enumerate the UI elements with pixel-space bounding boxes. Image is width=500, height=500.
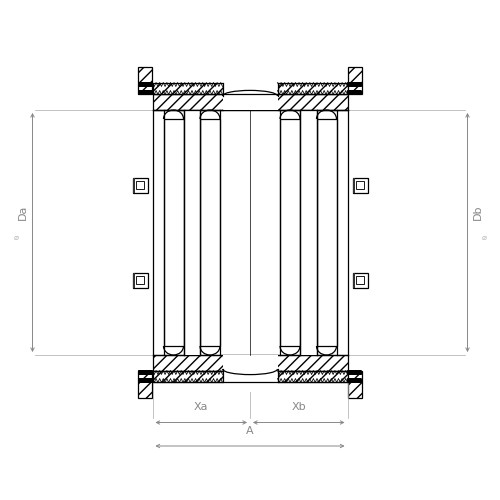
Bar (164, 119, 184, 346)
Bar (152, 83, 222, 94)
Bar (278, 371, 347, 382)
Bar (352, 272, 368, 287)
Bar (132, 178, 148, 192)
Bar (356, 276, 364, 284)
Bar (132, 178, 135, 192)
Bar (348, 67, 362, 94)
Bar (356, 181, 364, 189)
Bar (222, 73, 278, 110)
Bar (152, 94, 348, 110)
Bar (136, 276, 144, 284)
Bar (250, 110, 280, 355)
Bar (138, 67, 152, 94)
Text: Xa: Xa (194, 402, 208, 411)
Bar (348, 371, 362, 398)
Text: Da: Da (18, 205, 28, 220)
Bar (278, 83, 347, 94)
Bar (300, 110, 316, 355)
Bar (136, 181, 144, 189)
Bar (152, 110, 348, 355)
Text: A: A (246, 426, 254, 436)
Text: Xb: Xb (292, 402, 306, 411)
Bar (138, 371, 152, 398)
Bar (352, 272, 355, 287)
Bar (336, 110, 347, 355)
Bar (352, 178, 355, 192)
Bar (152, 371, 222, 382)
Bar (220, 110, 250, 355)
Bar (152, 110, 164, 355)
Bar (200, 119, 220, 346)
Bar (316, 119, 336, 346)
Bar (184, 110, 200, 355)
Bar (280, 119, 300, 346)
Bar (132, 272, 148, 287)
Bar (352, 178, 368, 192)
Text: ⌀: ⌀ (482, 233, 486, 242)
Bar (152, 355, 348, 371)
Bar (222, 355, 278, 392)
Text: Db: Db (472, 204, 482, 220)
Bar (132, 272, 135, 287)
Text: ⌀: ⌀ (14, 233, 18, 242)
